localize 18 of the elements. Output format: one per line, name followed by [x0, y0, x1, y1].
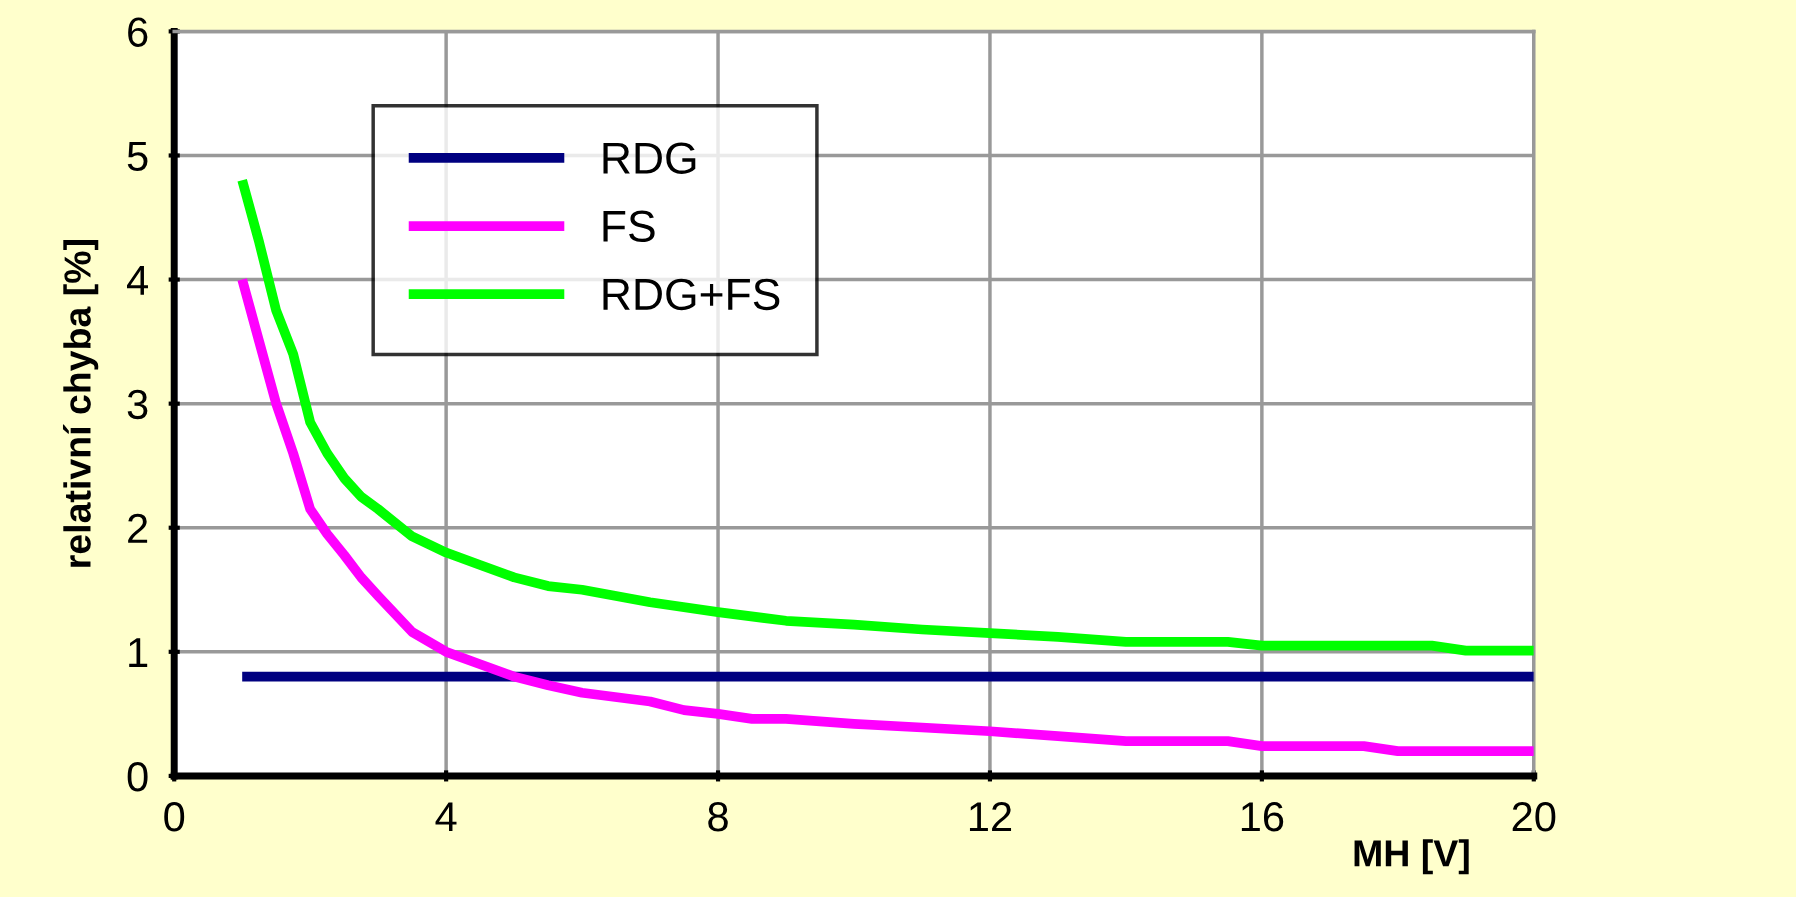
x-tick-label: 4 [435, 802, 457, 832]
x-tick-label: 16 [1241, 802, 1284, 832]
y-tick-label: 3 [127, 389, 148, 420]
y-tick-label: 4 [127, 266, 148, 295]
y-tick-label: 2 [128, 513, 148, 543]
legend-label: RDG+FS [603, 278, 780, 311]
y-axis-title: relativní chyba [%] [62, 240, 99, 567]
x-tick-label: 8 [708, 802, 728, 832]
x-axis-title: MH [V] [1354, 839, 1469, 875]
y-tick-label: 5 [127, 141, 148, 171]
x-tick-label: 12 [969, 802, 1012, 832]
y-tick-label: 6 [128, 17, 148, 47]
x-tick-label: 0 [164, 802, 185, 832]
legend-label: RDG [603, 142, 696, 174]
x-tick-label: 20 [1512, 802, 1556, 832]
y-tick-label: 0 [127, 761, 148, 792]
legend-label: FS [603, 210, 655, 243]
y-tick-label: 1 [129, 638, 148, 667]
